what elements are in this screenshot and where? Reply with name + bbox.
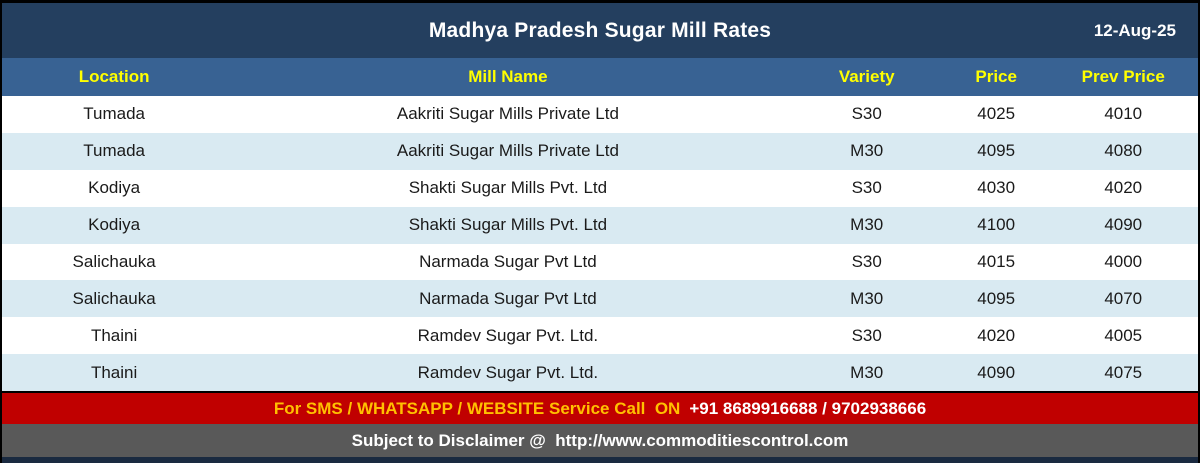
cell-price: 4095 [977, 141, 1016, 161]
cell-prev-price: 4070 [1104, 288, 1143, 308]
cell-location: Salichauka [72, 288, 156, 308]
disclaimer-text: Subject to Disclaimer @ http://www.commo… [351, 430, 849, 450]
cell-prev-price: 4010 [1104, 104, 1143, 124]
table-row: Kodiya Shakti Sugar Mills Pvt. Ltd S30 4… [2, 169, 1198, 207]
table-body: Tumada Aakriti Sugar Mills Private Ltd S… [2, 96, 1198, 391]
cell-location: Salichauka [72, 251, 156, 271]
cell-price: 4025 [977, 104, 1016, 124]
cell-prev-price: 4005 [1104, 325, 1143, 345]
cell-variety: M30 [850, 288, 884, 308]
bottom-strip [2, 457, 1198, 463]
cell-mill-name: Narmada Sugar Pvt Ltd [419, 251, 597, 271]
cell-variety: S30 [851, 104, 882, 124]
cell-mill-name: Ramdev Sugar Pvt. Ltd. [417, 325, 599, 345]
table-row: Thaini Ramdev Sugar Pvt. Ltd. S30 4020 4… [2, 317, 1198, 355]
table-row: Thaini Ramdev Sugar Pvt. Ltd. M30 4090 4… [2, 354, 1198, 391]
cell-variety: S30 [851, 178, 882, 198]
cell-prev-price: 4090 [1104, 215, 1143, 235]
cell-prev-price: 4000 [1104, 251, 1143, 271]
title-bar: Madhya Pradesh Sugar Mill Rates 12-Aug-2… [2, 3, 1198, 58]
service-label: For SMS / WHATSAPP / WEBSITE Service Cal… [273, 398, 681, 418]
service-bar: For SMS / WHATSAPP / WEBSITE Service Cal… [2, 391, 1198, 424]
cell-variety: M30 [850, 141, 884, 161]
disclaimer-bar: Subject to Disclaimer @ http://www.commo… [2, 424, 1198, 457]
cell-location: Kodiya [88, 215, 141, 235]
table-header-row: Location Mill Name Variety Price Prev Pr… [2, 58, 1198, 96]
table-row: Tumada Aakriti Sugar Mills Private Ltd S… [2, 96, 1198, 133]
cell-prev-price: 4020 [1104, 178, 1143, 198]
cell-price: 4095 [977, 288, 1016, 308]
cell-prev-price: 4080 [1104, 141, 1143, 161]
cell-variety: S30 [851, 251, 882, 271]
cell-variety: S30 [851, 325, 882, 345]
cell-location: Kodiya [88, 178, 141, 198]
cell-mill-name: Aakriti Sugar Mills Private Ltd [396, 141, 619, 161]
cell-price: 4015 [977, 251, 1016, 271]
cell-location: Thaini [90, 362, 138, 382]
service-numbers: +91 8689916688 / 9702938666 [689, 398, 927, 418]
column-header-prev-price: Prev Price [1081, 67, 1165, 86]
cell-mill-name: Narmada Sugar Pvt Ltd [419, 288, 597, 308]
column-header-mill-name: Mill Name [468, 67, 548, 86]
cell-location: Thaini [90, 325, 138, 345]
column-header-variety: Variety [838, 67, 895, 86]
cell-variety: M30 [850, 215, 884, 235]
report-date: 12-Aug-25 [1093, 20, 1176, 40]
cell-price: 4090 [977, 362, 1016, 382]
column-header-price: Price [975, 67, 1017, 86]
cell-price: 4020 [977, 325, 1016, 345]
column-header-location: Location [78, 67, 150, 86]
cell-mill-name: Ramdev Sugar Pvt. Ltd. [417, 362, 599, 382]
table-row: Salichauka Narmada Sugar Pvt Ltd S30 401… [2, 243, 1198, 281]
cell-mill-name: Shakti Sugar Mills Pvt. Ltd [408, 215, 608, 235]
cell-mill-name: Shakti Sugar Mills Pvt. Ltd [408, 178, 608, 198]
cell-price: 4030 [977, 178, 1016, 198]
cell-location: Tumada [83, 141, 145, 161]
cell-variety: M30 [850, 362, 884, 382]
cell-mill-name: Aakriti Sugar Mills Private Ltd [396, 104, 619, 124]
table-row: Salichauka Narmada Sugar Pvt Ltd M30 409… [2, 280, 1198, 318]
page-title: Madhya Pradesh Sugar Mill Rates [428, 18, 772, 42]
cell-prev-price: 4075 [1104, 362, 1143, 382]
cell-price: 4100 [977, 215, 1016, 235]
cell-location: Tumada [83, 104, 145, 124]
table-row: Tumada Aakriti Sugar Mills Private Ltd M… [2, 132, 1198, 170]
table-row: Kodiya Shakti Sugar Mills Pvt. Ltd M30 4… [2, 206, 1198, 244]
